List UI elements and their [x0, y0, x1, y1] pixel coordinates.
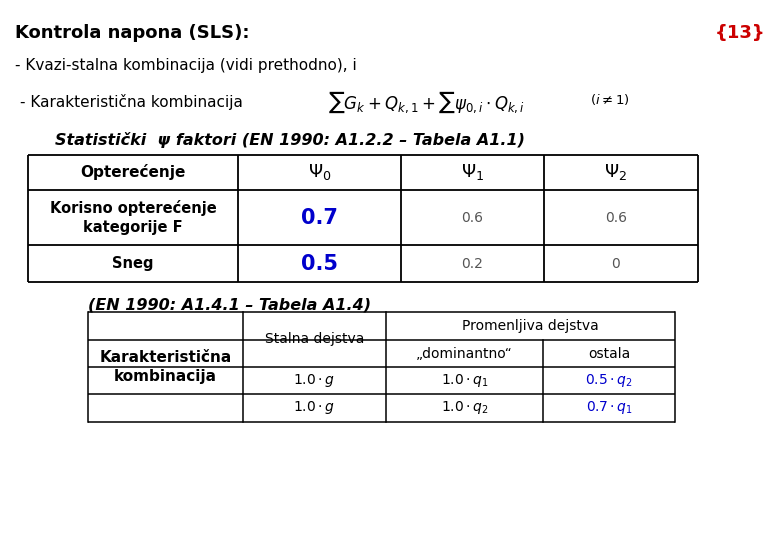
Text: $\Psi_0$: $\Psi_0$ [308, 163, 332, 183]
Text: (EN 1990: A1.4.1 – Tabela A1.4): (EN 1990: A1.4.1 – Tabela A1.4) [88, 297, 371, 312]
Text: - Kvazi-stalna kombinacija (vidi prethodno), i: - Kvazi-stalna kombinacija (vidi prethod… [15, 58, 356, 73]
Text: Promenljiva dejstva: Promenljiva dejstva [462, 319, 599, 333]
Text: 0.5: 0.5 [301, 253, 338, 273]
Text: Korisno opterećenje
kategorije F: Korisno opterećenje kategorije F [50, 200, 216, 235]
Text: 0.2: 0.2 [462, 256, 484, 271]
Text: {13}: {13} [714, 24, 765, 42]
Text: „dominantno“: „dominantno“ [416, 347, 513, 361]
Text: $\Psi_1$: $\Psi_1$ [461, 163, 484, 183]
Text: 0: 0 [612, 256, 620, 271]
Text: 0.6: 0.6 [605, 211, 627, 225]
Text: $0.7 \cdot q_1$: $0.7 \cdot q_1$ [586, 400, 633, 416]
Text: ostala: ostala [588, 347, 630, 361]
Text: 0.7: 0.7 [301, 207, 338, 227]
Text: $1.0 \cdot q_2$: $1.0 \cdot q_2$ [441, 400, 488, 416]
Text: 0.6: 0.6 [462, 211, 484, 225]
Text: $0.5 \cdot q_2$: $0.5 \cdot q_2$ [585, 372, 633, 389]
Text: - Karakteristična kombinacija: - Karakteristična kombinacija [20, 94, 243, 110]
Text: Sneg: Sneg [112, 256, 154, 271]
Text: $\Psi_2$: $\Psi_2$ [604, 163, 628, 183]
Text: Kontrola napona (SLS):: Kontrola napona (SLS): [15, 24, 250, 42]
Text: $1.0 \cdot g$: $1.0 \cdot g$ [293, 372, 335, 389]
Text: Statistički  ψ faktori (EN 1990: A1.2.2 – Tabela A1.1): Statistički ψ faktori (EN 1990: A1.2.2 –… [55, 132, 525, 148]
Text: Opterećenje: Opterećenje [80, 165, 186, 180]
Text: $1.0 \cdot g$: $1.0 \cdot g$ [293, 400, 335, 416]
Text: Karakteristična
kombinacija: Karakteristična kombinacija [99, 349, 232, 384]
Text: $\sum G_k + Q_{k,1} + \sum \psi_{0,i} \cdot Q_{k,i}$: $\sum G_k + Q_{k,1} + \sum \psi_{0,i} \c… [328, 90, 525, 116]
Text: Stalna dejstva: Stalna dejstva [265, 333, 364, 347]
Text: $(i \neq 1)$: $(i \neq 1)$ [590, 92, 629, 107]
Text: $1.0 \cdot q_1$: $1.0 \cdot q_1$ [441, 372, 488, 389]
